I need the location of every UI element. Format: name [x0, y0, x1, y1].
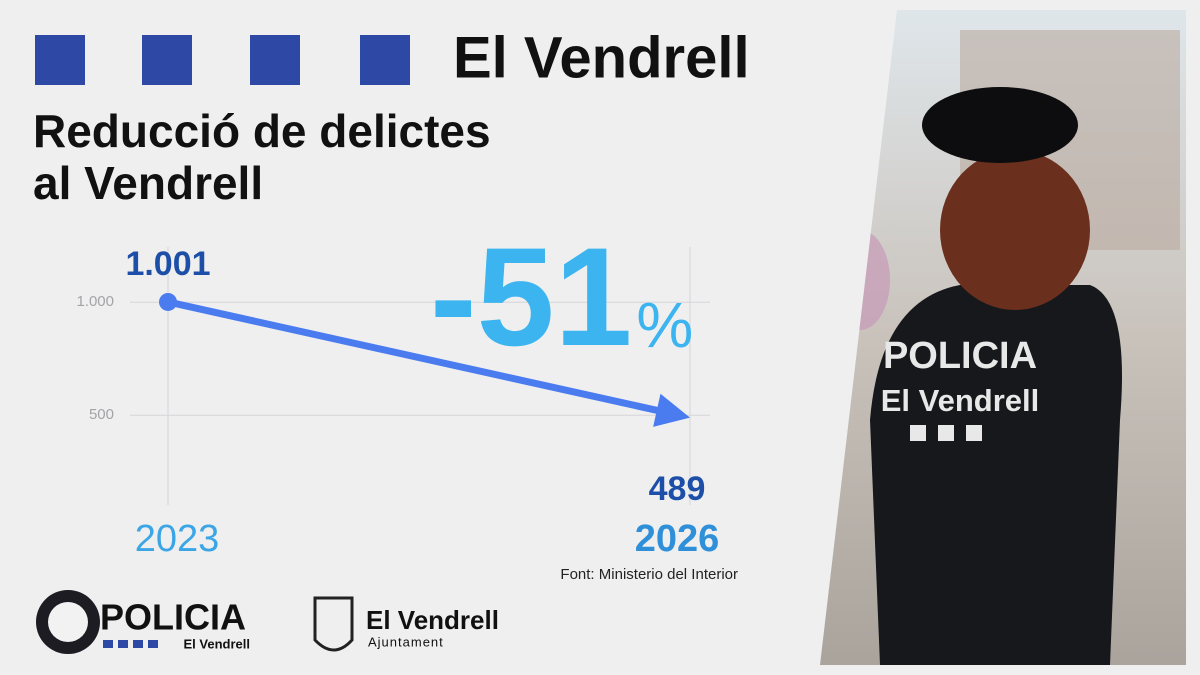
chart-title: al Vendrell	[33, 157, 263, 209]
trend-line	[164, 298, 661, 414]
x-tick-label: 2023	[135, 518, 220, 560]
vest-square	[966, 425, 982, 441]
vest-square	[938, 425, 954, 441]
chart-title: Reducció de delictes	[33, 105, 491, 157]
change-value: -51	[430, 218, 632, 375]
council-logo-text: El Vendrell	[366, 605, 499, 635]
police-badge-inner	[48, 602, 88, 642]
vest-square	[910, 425, 926, 441]
y-tick-label: 500	[89, 406, 114, 423]
logo-square	[118, 640, 128, 648]
header-brand: El Vendrell	[453, 25, 750, 90]
logo-square	[103, 640, 113, 648]
y-tick-label: 1.000	[76, 293, 114, 310]
council-shield	[313, 596, 354, 652]
value-label: 489	[649, 470, 706, 508]
photo: POLICIA El Vendrell	[820, 10, 1186, 665]
logo-square	[133, 640, 143, 648]
change-annotation: -51%	[430, 218, 693, 375]
council-logo-sub: Ajuntament	[368, 634, 444, 649]
brand-square	[360, 35, 410, 85]
vest-text: El Vendrell	[881, 383, 1040, 418]
officer-hair	[940, 150, 1090, 310]
data-point	[159, 292, 177, 311]
vest-text: POLICIA	[883, 335, 1037, 377]
police-logo-sub: El Vendrell	[184, 636, 250, 651]
police-logo-text: POLICIA	[100, 597, 246, 638]
officer-body	[870, 285, 1122, 665]
change-unit: %	[636, 289, 693, 361]
value-label: 1.001	[125, 245, 210, 283]
logo-square	[148, 640, 158, 648]
arrow-head	[653, 393, 690, 427]
brand-square	[142, 35, 192, 85]
x-tick-label: 2026	[635, 518, 720, 560]
source-note: Font: Ministerio del Interior	[560, 566, 738, 583]
brand-square	[35, 35, 85, 85]
officer-beret	[922, 87, 1078, 163]
brand-square	[250, 35, 300, 85]
